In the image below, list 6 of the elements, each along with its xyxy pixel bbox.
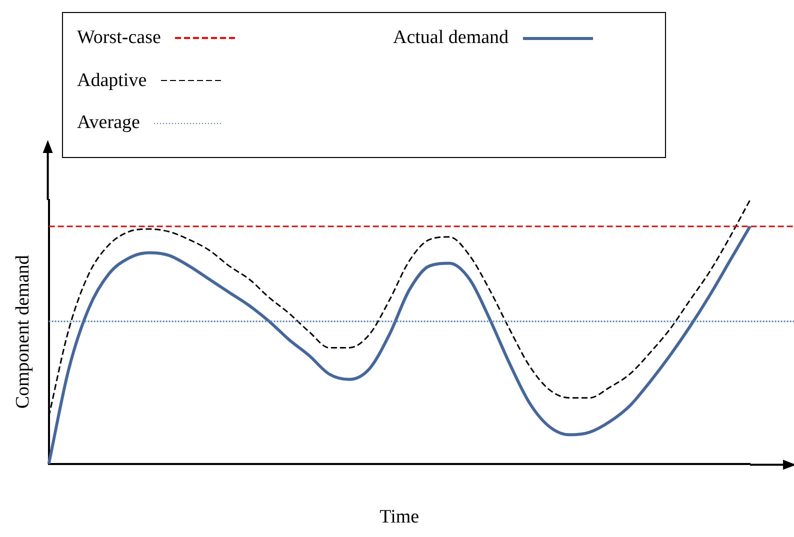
- y-axis-title: Component demand: [12, 254, 34, 409]
- x-axis-title: Time: [380, 506, 420, 528]
- legend-label: Worst-case: [77, 27, 161, 49]
- legend-label: Adaptive: [77, 70, 147, 92]
- legend-label: Actual demand: [393, 27, 509, 49]
- legend-label: Average: [77, 112, 140, 134]
